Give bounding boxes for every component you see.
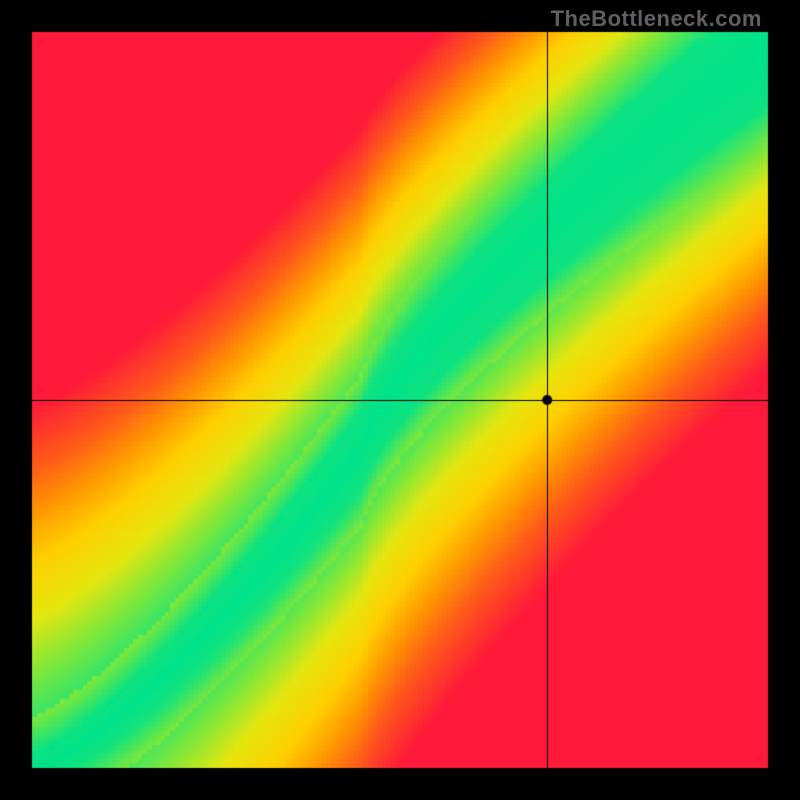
watermark-text: TheBottleneck.com — [551, 6, 762, 32]
bottleneck-heatmap — [0, 0, 800, 800]
